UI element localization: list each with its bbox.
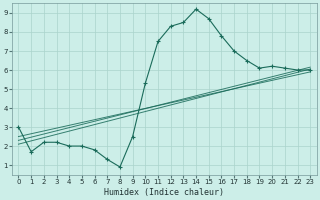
X-axis label: Humidex (Indice chaleur): Humidex (Indice chaleur) — [104, 188, 224, 197]
